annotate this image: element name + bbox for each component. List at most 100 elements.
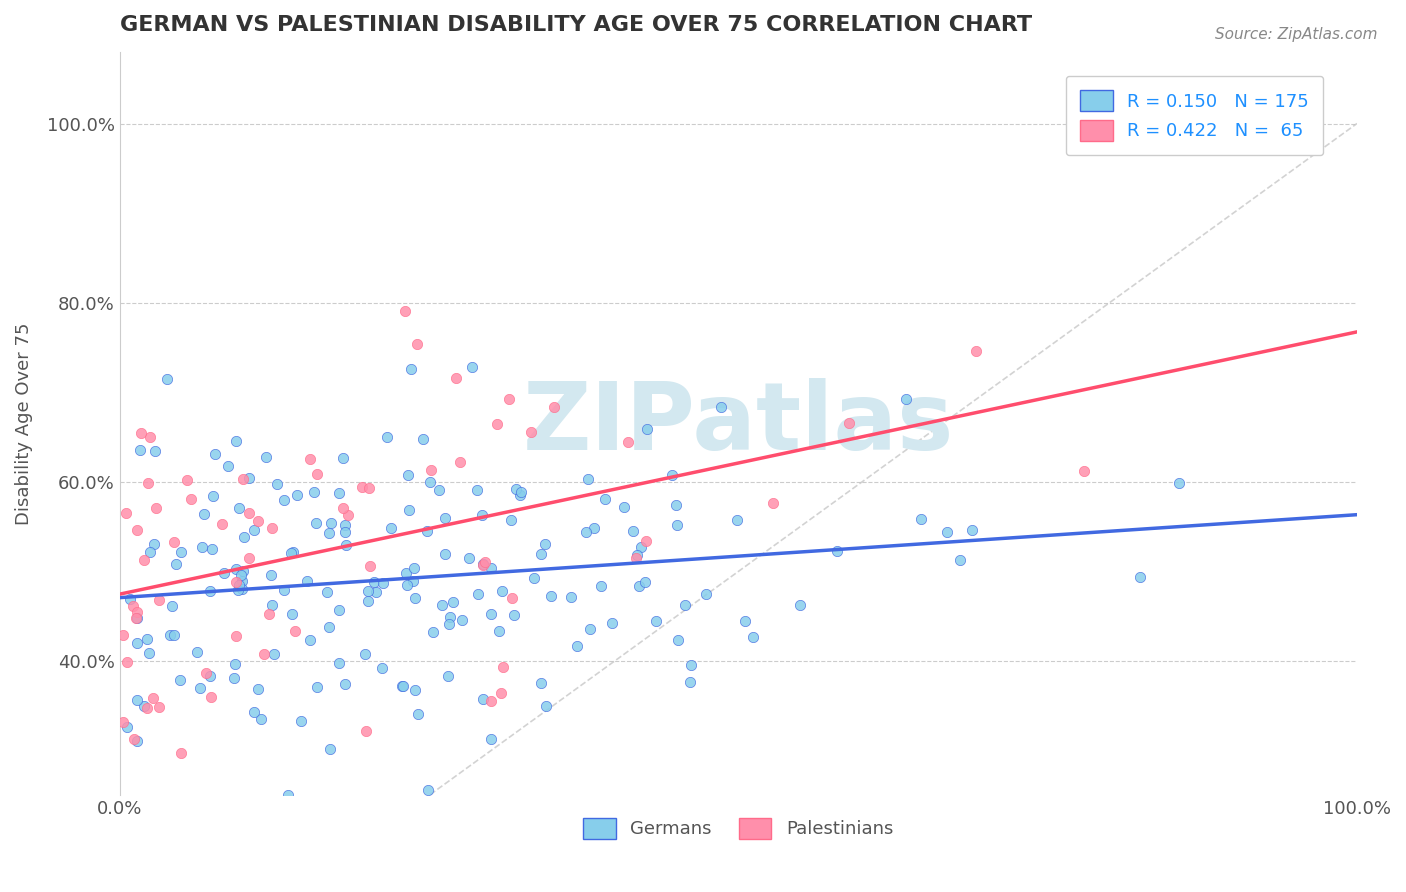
Germans <box>479 560 502 574</box>
Germans <box>138 646 160 660</box>
Germans <box>125 734 148 748</box>
Palestinians <box>200 690 222 704</box>
Palestinians <box>501 591 523 606</box>
Germans <box>416 782 439 797</box>
Germans <box>305 680 328 694</box>
Palestinians <box>359 559 381 574</box>
Germans <box>200 584 222 599</box>
Germans <box>319 516 342 530</box>
Germans <box>398 503 420 517</box>
Germans <box>502 608 524 623</box>
Germans <box>505 482 527 496</box>
Palestinians <box>838 417 860 431</box>
Palestinians <box>125 523 148 537</box>
Germans <box>375 430 398 444</box>
Germans <box>260 598 283 612</box>
Palestinians <box>163 535 186 549</box>
Germans <box>949 553 972 567</box>
Germans <box>225 434 247 448</box>
Palestinians <box>125 605 148 619</box>
Germans <box>402 574 425 589</box>
Germans <box>353 647 375 661</box>
Palestinians <box>446 371 468 385</box>
Germans <box>678 675 700 690</box>
Germans <box>201 542 224 557</box>
Palestinians <box>479 694 502 708</box>
Germans <box>165 558 187 572</box>
Germans <box>508 488 530 502</box>
Palestinians <box>405 337 427 351</box>
Germans <box>439 610 461 624</box>
Germans <box>135 632 157 646</box>
Germans <box>243 705 266 719</box>
Germans <box>263 647 285 661</box>
Germans <box>399 362 422 376</box>
Germans <box>285 487 308 501</box>
Germans <box>254 450 277 464</box>
Germans <box>661 467 683 482</box>
Germans <box>391 679 413 693</box>
Germans <box>560 590 582 604</box>
Germans <box>333 517 356 532</box>
Palestinians <box>132 553 155 567</box>
Germans <box>681 657 703 672</box>
Germans <box>304 484 326 499</box>
Germans <box>461 359 484 374</box>
Germans <box>229 567 252 582</box>
Palestinians <box>337 508 360 522</box>
Germans <box>734 615 756 629</box>
Palestinians <box>543 400 565 414</box>
Germans <box>710 401 733 415</box>
Palestinians <box>129 425 152 440</box>
Germans <box>962 523 984 537</box>
Germans <box>318 525 340 540</box>
Germans <box>404 591 426 605</box>
Palestinians <box>139 429 162 443</box>
Germans <box>540 589 562 603</box>
Germans <box>634 574 657 589</box>
Germans <box>243 523 266 537</box>
Germans <box>188 681 211 695</box>
Germans <box>404 683 426 698</box>
Germans <box>533 537 555 551</box>
Germans <box>471 557 494 571</box>
Germans <box>626 548 648 562</box>
Palestinians <box>117 655 139 669</box>
Palestinians <box>359 482 381 496</box>
Germans <box>593 492 616 507</box>
Germans <box>328 656 350 670</box>
Palestinians <box>176 473 198 487</box>
Germans <box>233 530 256 544</box>
Palestinians <box>354 724 377 739</box>
Germans <box>412 433 434 447</box>
Palestinians <box>148 700 170 714</box>
Palestinians <box>135 701 157 715</box>
Germans <box>644 615 666 629</box>
Germans <box>742 630 765 644</box>
Germans <box>127 636 149 650</box>
Germans <box>481 732 503 747</box>
Palestinians <box>491 660 513 674</box>
Germans <box>198 669 221 683</box>
Germans <box>186 645 208 659</box>
Germans <box>391 680 413 694</box>
Germans <box>139 545 162 559</box>
Germans <box>673 598 696 612</box>
Germans <box>127 693 149 707</box>
Germans <box>204 447 226 461</box>
Germans <box>936 525 959 540</box>
Palestinians <box>111 628 134 642</box>
Palestinians <box>211 517 233 532</box>
Germans <box>488 624 510 638</box>
Germans <box>290 714 312 729</box>
Germans <box>217 459 239 474</box>
Germans <box>143 443 166 458</box>
Germans <box>583 520 606 534</box>
Palestinians <box>122 599 145 613</box>
Germans <box>191 541 214 555</box>
Palestinians <box>419 463 441 477</box>
Palestinians <box>170 746 193 760</box>
Germans <box>295 574 318 588</box>
Germans <box>433 510 456 524</box>
Text: Source: ZipAtlas.com: Source: ZipAtlas.com <box>1215 27 1378 42</box>
